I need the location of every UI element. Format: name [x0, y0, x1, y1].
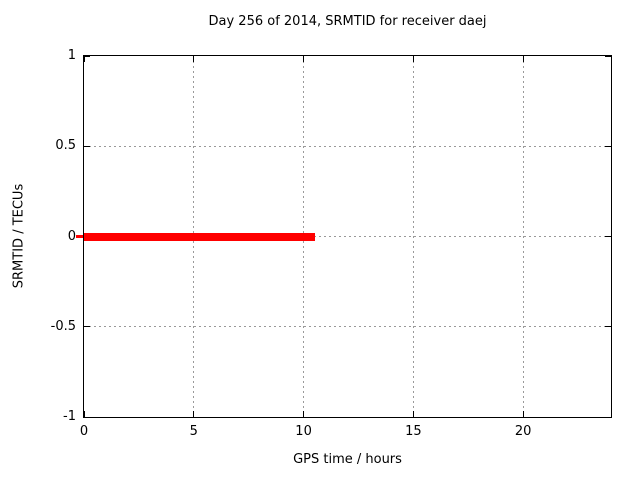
x-tick-mark-bottom	[83, 411, 85, 417]
y-tick-mark-left	[84, 55, 90, 57]
x-tick-mark-bottom	[412, 411, 414, 417]
x-tick-label: 5	[189, 424, 198, 439]
x-tick-mark-top	[412, 56, 414, 62]
x-tick-label: 15	[405, 424, 422, 439]
x-tick-mark-top	[522, 56, 524, 62]
chart-title: Day 256 of 2014, SRMTID for receiver dae…	[208, 14, 487, 29]
y-tick-label: 1	[67, 48, 76, 63]
x-tick-label: 20	[514, 424, 532, 439]
y-tick-label: 0	[67, 228, 76, 244]
x-axis-label: GPS time / hours	[293, 452, 402, 467]
y-tick-mark-right	[605, 55, 611, 57]
x-tick-mark-bottom	[193, 411, 195, 417]
y-tick-label: 0.5	[55, 138, 76, 154]
y-tick-mark-right	[605, 236, 611, 237]
y-tick-mark-right	[605, 326, 611, 328]
grid-line-horizontal	[84, 236, 611, 237]
plot-area: 0 5 10 15 20 -1 -0.5 0 0.5 1	[51, 48, 612, 439]
grid-line-horizontal	[84, 326, 611, 328]
y-tick-label: -0.5	[50, 318, 76, 334]
data-line-srmtid	[84, 232, 315, 241]
y-tick-mark-left	[84, 416, 90, 418]
x-tick-mark-bottom	[303, 411, 305, 417]
x-tick-mark-bottom	[522, 411, 524, 417]
y-tick-mark-left	[84, 145, 90, 147]
y-tick-mark-right	[605, 416, 611, 418]
line-start-cap-artifact	[76, 235, 83, 238]
y-tick-mark-left	[84, 326, 90, 328]
x-tick-mark-top	[83, 56, 85, 62]
x-tick-mark-top	[193, 56, 195, 62]
grid-line-horizontal	[84, 145, 611, 147]
y-tick-label: -1	[63, 409, 76, 424]
x-tick-label: 0	[79, 424, 89, 439]
x-tick-mark-top	[303, 56, 305, 62]
y-tick-mark-right	[605, 145, 611, 147]
x-tick-label: 10	[295, 424, 312, 439]
